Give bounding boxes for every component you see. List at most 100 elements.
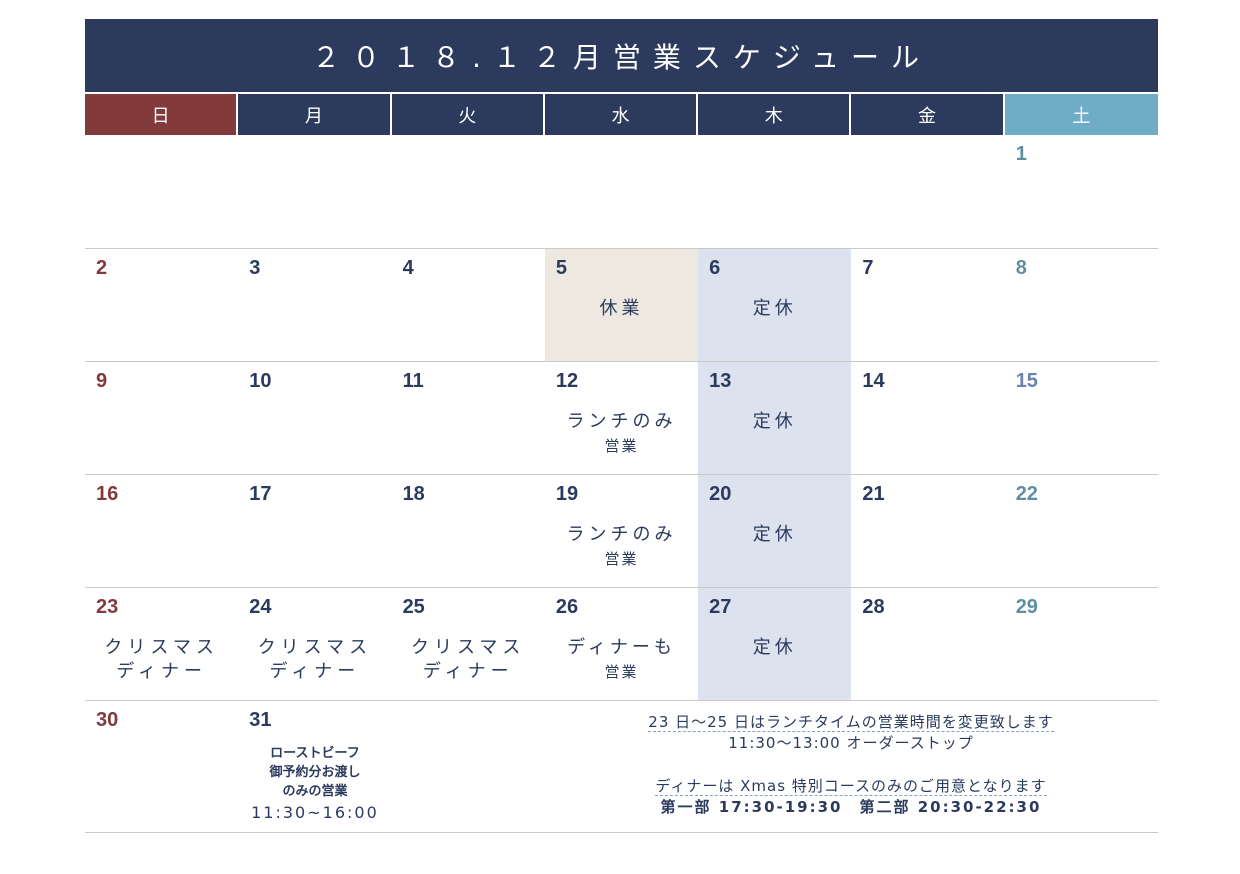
calendar-day: 28: [851, 588, 1004, 700]
day-note-sub: 営業: [604, 550, 639, 568]
day-number: 8: [1015, 257, 1027, 279]
calendar-day: 6 定休: [698, 249, 852, 361]
calendar-day: 15: [1005, 362, 1158, 474]
day-note-text: ランチのみ: [566, 411, 677, 432]
weekday-3: 水: [544, 94, 699, 135]
schedule-info: 23 日〜25 日はランチタイムの営業時間を変更致します 11:30〜13:00 …: [545, 712, 1157, 818]
day-note: クリスマス ディナー: [238, 636, 391, 684]
day-number: 3: [249, 257, 261, 279]
day-number: 22: [1015, 483, 1038, 505]
day-number: 17: [249, 483, 272, 505]
calendar-day: 23 クリスマスディナー: [85, 588, 238, 700]
calendar-day: 30: [85, 701, 238, 832]
calendar-week: 1: [85, 135, 1158, 249]
day-number: 28: [862, 596, 885, 618]
calendar-day: 12 ランチのみ営業: [545, 362, 698, 474]
day-number: 31: [249, 709, 272, 731]
calendar-day: [851, 135, 1004, 248]
weekday-5: 金: [851, 94, 1005, 135]
calendar-week: 16 17 18 19 ランチのみ 営業 20 定休 21 22: [85, 475, 1158, 588]
day-note-text: 定休: [752, 524, 797, 545]
day-note: ディナーも 営業: [545, 636, 698, 684]
calendar-week: 2 3 4 5 休業 6 定休 7 8: [85, 249, 1158, 362]
calendar-week: 23 クリスマス ディナー 24 クリスマス ディナー 25 クリスマス ディナー 26 ディナーも…: [85, 588, 1158, 701]
weekday-0: 日: [85, 94, 239, 135]
day-note-text-2: ディナー: [116, 661, 208, 682]
calendar-day: 21: [851, 475, 1004, 587]
day-note-text: 定休: [752, 298, 797, 319]
calendar-day: 16: [85, 475, 238, 587]
day-number: 10: [249, 370, 272, 392]
day-number: 15: [1015, 370, 1038, 392]
page-title: ２０１８.１２月営業スケジュール: [85, 19, 1158, 92]
day-note-text: 定休: [752, 411, 797, 432]
day-number: 14: [862, 370, 885, 392]
day-note: 定休: [698, 636, 851, 660]
day-note: ランチのみ 営業: [545, 410, 698, 458]
calendar-day: 18: [392, 475, 545, 587]
day-number: 12: [555, 370, 579, 392]
weekday-6: 土: [1004, 94, 1158, 135]
info-line-1: 23 日〜25 日はランチタイムの営業時間を変更致します: [648, 713, 1054, 732]
calendar-day: 25 クリスマス ディナー: [392, 588, 545, 700]
calendar-day: [392, 135, 545, 248]
day-note-sub: 営業: [604, 663, 639, 681]
calendar-day: 5 休業: [544, 249, 699, 361]
calendar-day: 27 定休: [698, 588, 852, 700]
day-number: 9: [96, 370, 108, 392]
day-note: 定休: [698, 410, 851, 434]
day-note-text: 定休: [752, 637, 797, 658]
day-number: 1: [1015, 143, 1027, 165]
day-note: 定休: [698, 297, 851, 321]
day-number: 24: [249, 596, 272, 618]
weekday-1: 月: [238, 94, 392, 135]
calendar-day: 26 ディナーも営業: [545, 588, 698, 700]
calendar-day: [238, 135, 391, 248]
roast-beef-note-line: 御予約分お渡し: [269, 765, 361, 780]
calendar-day: 2: [85, 249, 238, 361]
calendar-week-last: 30 31 ローストビーフ 御予約分お渡し のみの営業 11:30~16:00 23 日〜2…: [85, 701, 1158, 833]
info-gap: [545, 754, 1157, 776]
day-number: 13: [709, 370, 732, 392]
info-line-2: 11:30〜13:00 オーダーストップ: [728, 734, 974, 752]
day-number: 25: [402, 596, 425, 618]
day-number: 23: [96, 596, 119, 618]
weekday-header: 日月火水木金土: [85, 94, 1158, 135]
roast-beef-note-line: のみの営業: [282, 784, 348, 799]
day-note-text: ランチのみ: [566, 524, 677, 545]
calendar-day: 14: [851, 362, 1004, 474]
day-note: ランチのみ 営業: [545, 523, 698, 571]
calendar-week: 9 10 11 12 ランチのみ営業 13 定休 14 15: [85, 362, 1158, 475]
day-number: 29: [1015, 596, 1038, 618]
day-number: 2: [96, 257, 108, 279]
roast-beef-time: 11:30~16:00: [251, 803, 379, 822]
day-number: 7: [862, 257, 874, 279]
day-number: 4: [402, 257, 414, 279]
calendar-day: 11: [392, 362, 545, 474]
day-number: 19: [555, 483, 579, 505]
day-note-text: ディナーも: [567, 637, 676, 658]
calendar-day: 17: [238, 475, 391, 587]
day-number: 27: [709, 596, 732, 618]
day-note: 定休: [698, 523, 851, 547]
day-number: 6: [709, 257, 721, 279]
calendar-grid: 1 2 3 4 5 休業 6 定休 7 8 9 10 11 12 ランチのみ 営業 13 定休 14 15 16 17 18…: [85, 135, 1158, 833]
day-number: 16: [96, 483, 119, 505]
calendar-day: 10: [238, 362, 391, 474]
day-note-text: 休業: [599, 298, 644, 319]
calendar-day: 13 定休: [698, 362, 852, 474]
day-number: 11: [402, 370, 424, 392]
day-number: 18: [402, 483, 425, 505]
calendar-day: [85, 135, 238, 248]
day-note-text-2: ディナー: [422, 661, 514, 682]
roast-beef-note: ローストビーフ 御予約分お渡し のみの営業 11:30~16:00: [238, 744, 391, 822]
calendar-day: 7: [851, 249, 1004, 361]
calendar-day: 20 定休: [698, 475, 852, 587]
day-number: 26: [555, 596, 579, 618]
weekday-4: 木: [698, 94, 852, 135]
day-note-sub: 営業: [604, 437, 639, 455]
calendar-day: 31 ローストビーフ 御予約分お渡し のみの営業 11:30~16:00: [238, 701, 391, 832]
calendar-day: 3: [238, 249, 391, 361]
calendar-day: [545, 135, 698, 248]
day-note-text: クリスマス: [104, 637, 219, 658]
